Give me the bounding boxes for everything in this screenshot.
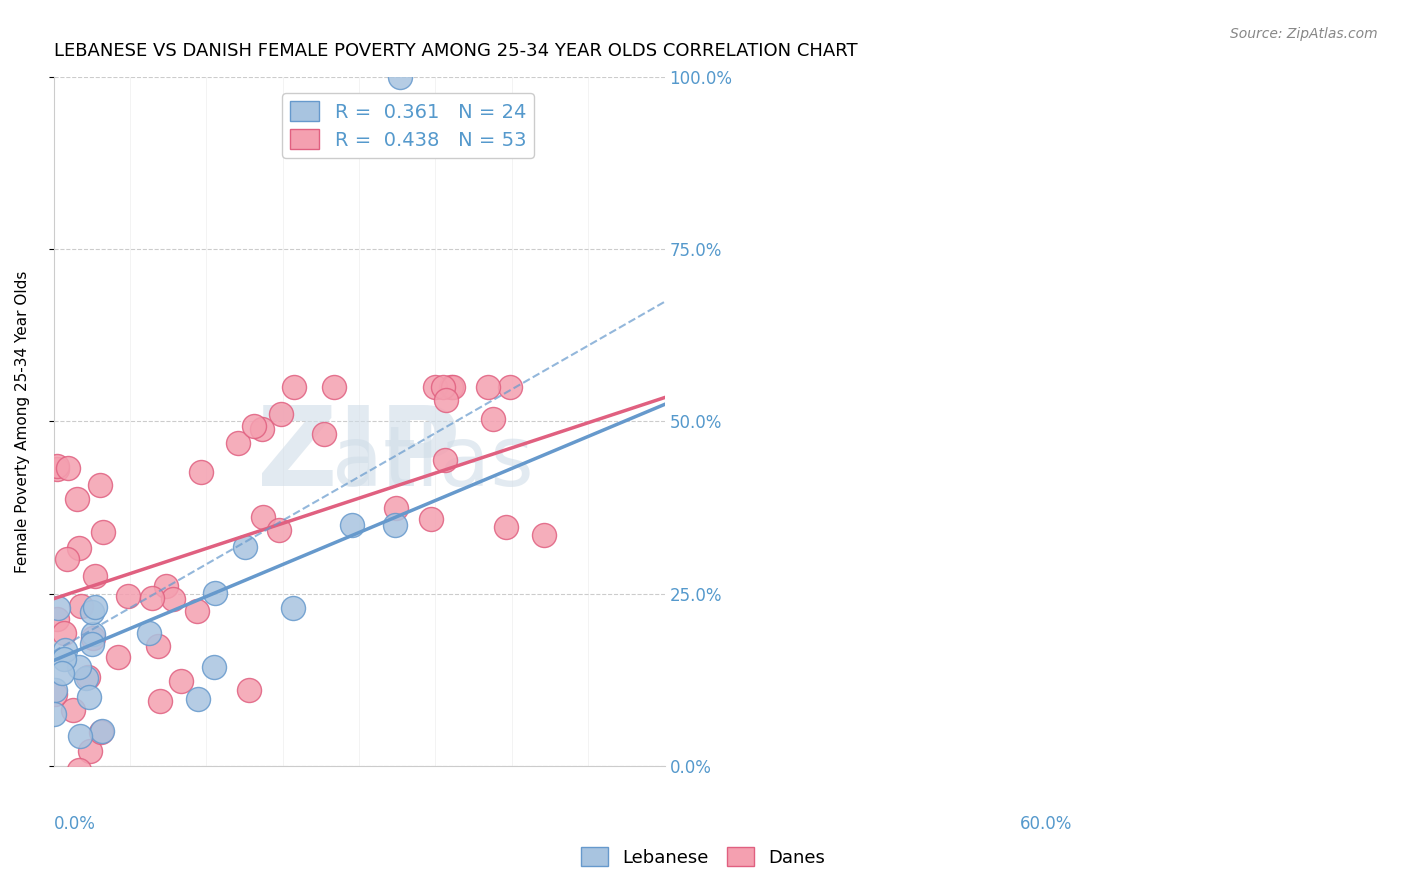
Point [44, 687, 66, 701]
Point [384, 517, 406, 532]
Point [440, 380, 463, 394]
Point [56, 551, 79, 566]
Point [323, 380, 346, 394]
Point [70, 599, 93, 614]
Point [434, 452, 457, 467]
Point [420, 512, 443, 526]
Point [46, 462, 69, 476]
Point [187, 692, 209, 706]
Point [52, 651, 75, 665]
Text: LEBANESE VS DANISH FEMALE POVERTY AMONG 25-34 YEAR OLDS CORRELATION CHART: LEBANESE VS DANISH FEMALE POVERTY AMONG … [53, 42, 858, 60]
Point [62, 703, 84, 717]
Point [66, 492, 89, 507]
Point [385, 501, 408, 516]
Point [204, 585, 226, 599]
Text: 0.0%: 0.0% [53, 814, 96, 832]
Point [141, 591, 163, 605]
Point [83, 569, 105, 583]
Point [233, 540, 256, 554]
Point [186, 604, 208, 618]
Point [238, 683, 260, 698]
Y-axis label: Female Poverty Among 25-34 Year Olds: Female Poverty Among 25-34 Year Olds [15, 270, 30, 573]
Point [80, 637, 103, 651]
Point [190, 465, 212, 479]
Point [533, 527, 555, 541]
Point [146, 639, 169, 653]
Point [93, 524, 115, 539]
Point [67, 541, 90, 555]
Point [65, 782, 87, 797]
Point [270, 407, 292, 421]
Point [79, 744, 101, 758]
Point [283, 601, 305, 615]
Point [312, 427, 335, 442]
Point [269, 524, 291, 538]
Point [499, 380, 522, 394]
Point [42, 707, 65, 722]
Point [46, 611, 69, 625]
Point [77, 670, 100, 684]
Text: Source: ZipAtlas.com: Source: ZipAtlas.com [1230, 27, 1378, 41]
Point [67, 660, 90, 674]
Point [342, 517, 364, 532]
Point [53, 625, 76, 640]
Point [53, 642, 76, 657]
Point [69, 729, 91, 743]
Point [170, 673, 193, 688]
Point [162, 591, 184, 606]
Point [482, 412, 505, 426]
Point [243, 418, 266, 433]
Point [90, 725, 112, 739]
Legend: R =  0.361   N = 24, R =  0.438   N = 53: R = 0.361 N = 24, R = 0.438 N = 53 [283, 93, 534, 158]
Point [434, 392, 457, 407]
Point [423, 380, 446, 394]
Point [138, 626, 160, 640]
Point [441, 380, 464, 394]
Point [84, 599, 107, 614]
Point [388, 70, 411, 84]
Point [44, 682, 66, 697]
Text: 60.0%: 60.0% [1019, 814, 1071, 832]
Text: atlas: atlas [332, 422, 533, 503]
Point [46, 459, 69, 474]
Point [202, 660, 225, 674]
Point [77, 690, 100, 704]
Point [495, 519, 517, 533]
Point [82, 605, 104, 619]
Point [82, 627, 104, 641]
Point [82, 631, 104, 645]
Point [46, 600, 69, 615]
Point [252, 510, 274, 524]
Point [107, 650, 129, 665]
Point [89, 478, 111, 492]
Point [75, 671, 97, 685]
Point [91, 723, 114, 738]
Point [58, 460, 80, 475]
Point [432, 380, 454, 394]
Point [149, 694, 172, 708]
Point [226, 435, 249, 450]
Point [117, 590, 139, 604]
Legend: Lebanese, Danes: Lebanese, Danes [574, 840, 832, 874]
Point [283, 380, 305, 394]
Text: ZIP: ZIP [257, 402, 461, 509]
Point [477, 380, 499, 394]
Point [51, 665, 73, 680]
Point [155, 579, 177, 593]
Point [252, 422, 274, 436]
Point [67, 763, 90, 777]
